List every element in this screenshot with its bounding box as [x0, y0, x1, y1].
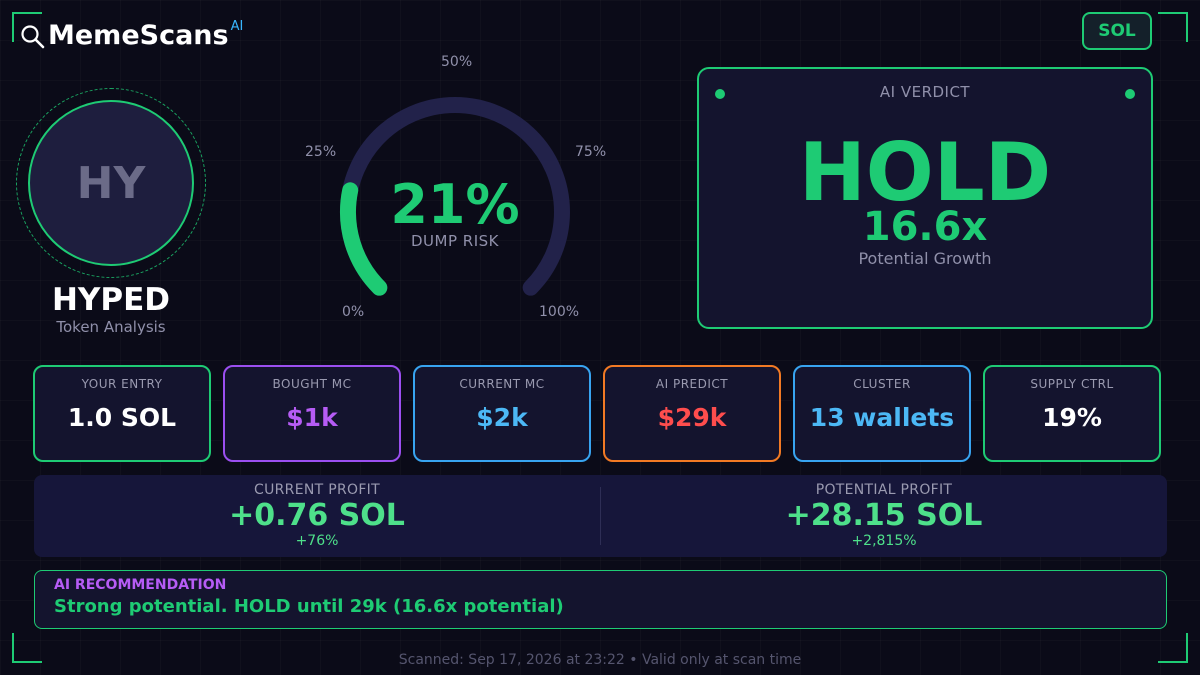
gauge-fill: [340, 182, 388, 296]
corner-bracket-bottom-left: [12, 633, 42, 663]
stat-card-cluster: CLUSTER 13 wallets: [793, 365, 971, 462]
corner-bracket-top-right: [1158, 12, 1188, 42]
token-avatar-wrap: HY: [16, 88, 206, 278]
verdict-decision: HOLD: [798, 126, 1052, 219]
stat-card-ai-predict: AI PREDICT $29k: [603, 365, 781, 462]
stats-row: YOUR ENTRY 1.0 SOL BOUGHT MC $1k CURRENT…: [33, 365, 1163, 462]
stat-label: YOUR ENTRY: [81, 377, 163, 391]
verdict-title: AI VERDICT: [879, 83, 971, 101]
token-name: HYPED: [51, 282, 171, 318]
stat-label: CURRENT MC: [459, 377, 545, 391]
avatar-ring: [16, 88, 206, 278]
stat-card-entry: YOUR ENTRY 1.0 SOL: [33, 365, 211, 462]
stat-label: SUPPLY CTRL: [1030, 377, 1114, 391]
ai-verdict-panel: AI VERDICT HOLD 16.6x Potential Growth: [697, 67, 1153, 329]
gauge-tick-0: 0%: [342, 304, 365, 320]
gauge-value: 21%: [390, 173, 520, 236]
dump-risk-gauge: 0% 25% 50% 75% 100% 21% DUMP RISK: [280, 40, 630, 330]
stat-card-supply-ctrl: SUPPLY CTRL 19%: [983, 365, 1161, 462]
verdict-dot-left: [715, 89, 725, 99]
stat-label: AI PREDICT: [655, 377, 729, 391]
profit-panel: CURRENT PROFIT +0.76 SOL +76% POTENTIAL …: [34, 475, 1167, 557]
recommendation-text: Strong potential. HOLD until 29k (16.6x …: [54, 596, 564, 617]
recommendation-title: AI RECOMMENDATION: [54, 577, 227, 593]
current-profit-label: CURRENT PROFIT: [254, 482, 380, 498]
gauge-svg: [340, 97, 570, 296]
corner-bracket-bottom-right: [1158, 633, 1188, 663]
brand-ai-superscript: AI: [230, 19, 244, 34]
corner-bracket-top-left: [12, 12, 42, 42]
stat-label: CLUSTER: [853, 377, 911, 391]
potential-profit-value: +28.15 SOL: [785, 498, 983, 533]
scan-footer: Scanned: Sep 17, 2026 at 23:22 • Valid o…: [398, 652, 802, 668]
chain-badge[interactable]: SOL: [1082, 12, 1152, 50]
stat-value: 1.0 SOL: [67, 403, 177, 432]
avatar: HY: [28, 100, 194, 266]
gauge-tick-25: 25%: [305, 144, 337, 160]
brand-logo: MemeScans AI: [20, 18, 243, 54]
stat-value: 13 wallets: [809, 403, 955, 432]
gauge-tick-50: 50%: [441, 54, 473, 70]
verdict-dot-right: [1125, 89, 1135, 99]
stat-label: BOUGHT MC: [272, 377, 352, 391]
token-subtitle: Token Analysis: [56, 318, 166, 336]
current-profit-value: +0.76 SOL: [229, 498, 405, 533]
verdict-subtitle: Potential Growth: [858, 249, 992, 268]
stat-card-current-mc: CURRENT MC $2k: [413, 365, 591, 462]
gauge-label: DUMP RISK: [411, 232, 499, 250]
stat-value: 19%: [1042, 403, 1102, 432]
profit-divider: [600, 487, 601, 545]
stat-value: $29k: [657, 403, 727, 432]
current-profit: CURRENT PROFIT +0.76 SOL +76%: [34, 475, 600, 557]
current-profit-pct: +76%: [295, 533, 339, 549]
stat-card-bought-mc: BOUGHT MC $1k: [223, 365, 401, 462]
stat-value: $2k: [476, 403, 528, 432]
verdict-multiplier: 16.6x: [862, 204, 988, 250]
potential-profit: POTENTIAL PROFIT +28.15 SOL +2,815%: [601, 475, 1167, 557]
stat-value: $1k: [286, 403, 338, 432]
gauge-tick-100: 100%: [539, 304, 580, 320]
ai-recommendation: AI RECOMMENDATION Strong potential. HOLD…: [34, 570, 1167, 629]
potential-profit-pct: +2,815%: [851, 533, 917, 549]
potential-profit-label: POTENTIAL PROFIT: [815, 482, 953, 498]
brand-name: MemeScans: [48, 20, 229, 51]
magnifier-icon: [21, 25, 45, 49]
gauge-tick-75: 75%: [575, 144, 607, 160]
